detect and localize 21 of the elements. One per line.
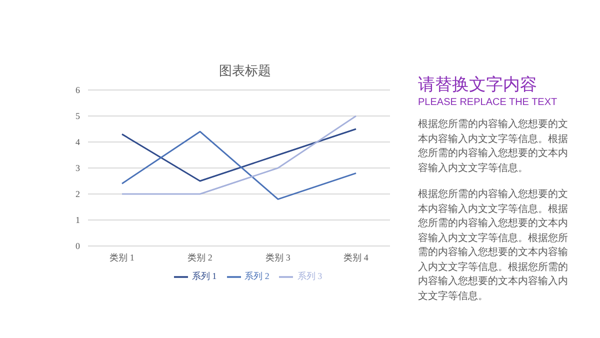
legend-label: 系列 2 [244, 271, 270, 282]
y-tick-label: 3 [76, 163, 80, 174]
y-tick-label: 6 [76, 85, 80, 96]
text: 请替换文字内容 [418, 74, 538, 96]
text: 根据您所需的内容输入您想要的文本内容输入内文文字等信息。根据您所需的内容输入您想要的文本内容输入内文文字等信息。 [418, 118, 569, 176]
text: PLEASE REPLACE THE TEXT [418, 96, 558, 110]
y-tick-label: 0 [76, 241, 80, 252]
y-tick-label: 4 [76, 137, 80, 148]
y-tick-label: 1 [76, 215, 80, 226]
x-tick-label: 类别 4 [344, 252, 369, 262]
x-tick-label: 类别 3 [266, 252, 291, 262]
x-tick-label: 类别 2 [188, 252, 212, 262]
text: 根据您所需的内容输入您想要的文本内容输入内文文字等信息。根据您所需的内容输入您想要的文本内容输入内文文字等信息。根据您所需的内容输入您想要的文本内容输入内文文字等信息。根据您所需的内容输入您想要的文本内容输入内文文字等信息。 [418, 188, 569, 304]
line-series [121, 130, 357, 200]
line-series [121, 128, 357, 182]
y-tick-label: 5 [76, 111, 80, 122]
legend-label: 系列 3 [297, 271, 322, 282]
chart-title: 图表标题 [218, 62, 272, 80]
legend-label: 系列 1 [192, 271, 217, 282]
x-tick-label: 类别 1 [110, 252, 134, 262]
y-tick-label: 2 [76, 189, 80, 200]
